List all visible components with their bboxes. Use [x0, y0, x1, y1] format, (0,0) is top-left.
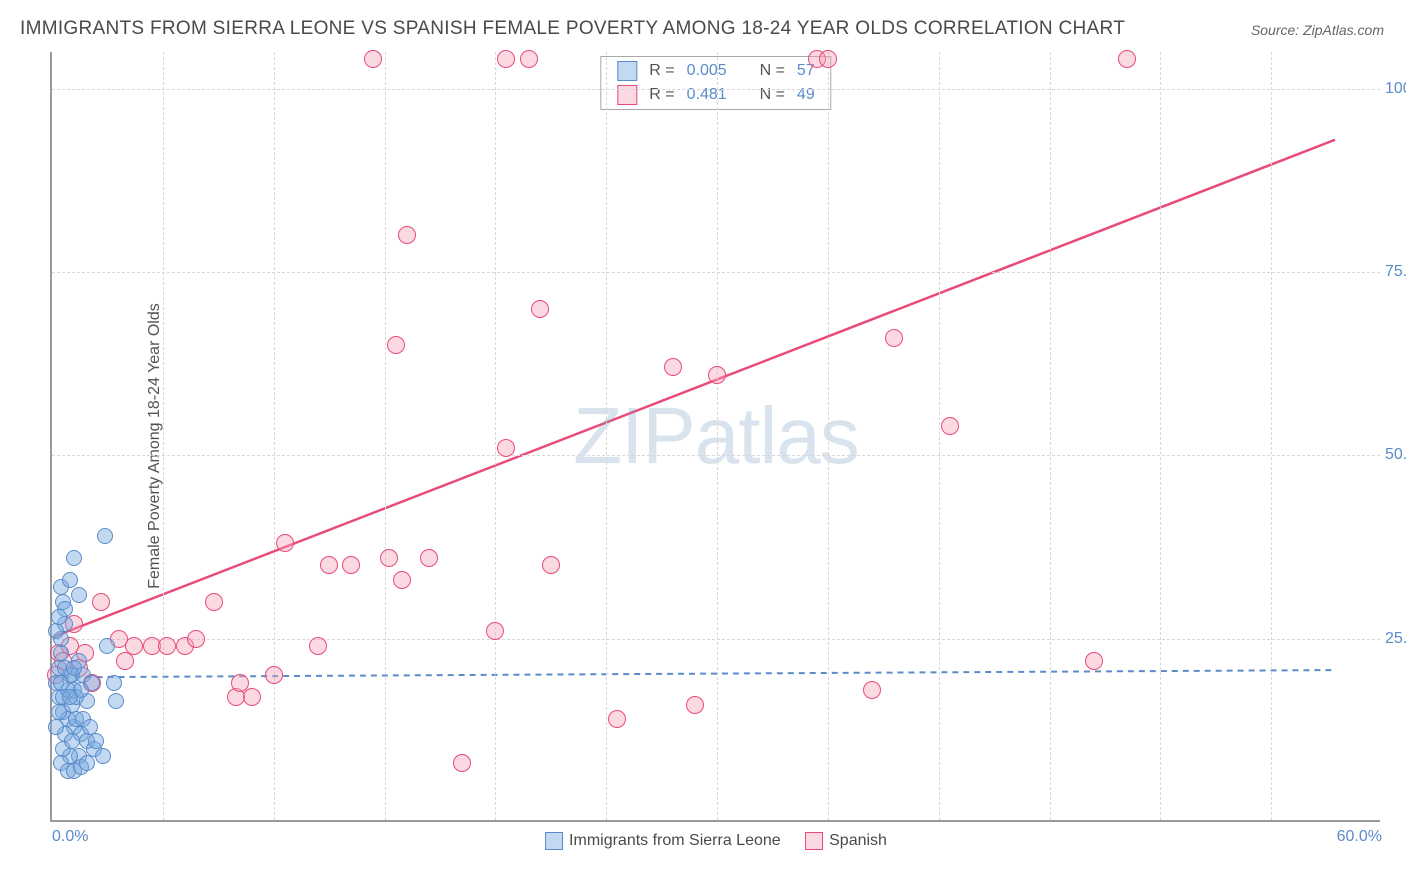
data-point-pink [453, 754, 471, 772]
data-point-pink [342, 556, 360, 574]
source-label: Source: ZipAtlas.com [1251, 22, 1384, 38]
n-label: N = [754, 83, 791, 107]
data-point-blue [66, 660, 82, 676]
xtick-label: 60.0% [1337, 828, 1382, 846]
legend-swatch-blue [617, 61, 637, 81]
n-value-pink: 49 [791, 83, 821, 107]
legend-series: Immigrants from Sierra Leone Spanish [535, 832, 897, 850]
data-point-pink [497, 439, 515, 457]
legend-correlation-box: R = 0.005 N = 57 R = 0.481 N = 49 [600, 56, 831, 110]
data-point-pink [387, 336, 405, 354]
data-point-blue [79, 755, 95, 771]
gridline-v [717, 52, 718, 820]
data-point-pink [320, 556, 338, 574]
data-point-blue [88, 733, 104, 749]
data-point-pink [187, 630, 205, 648]
gridline-h [52, 455, 1380, 456]
data-point-pink [885, 329, 903, 347]
ytick-label: 75.0% [1385, 263, 1406, 281]
legend-label-blue: Immigrants from Sierra Leone [569, 832, 781, 849]
data-point-blue [51, 609, 67, 625]
data-point-blue [48, 719, 64, 735]
n-label: N = [754, 59, 791, 83]
gridline-v [495, 52, 496, 820]
gridline-v [939, 52, 940, 820]
gridline-v [163, 52, 164, 820]
data-point-blue [48, 623, 64, 639]
trend-line-pink [53, 140, 1335, 637]
data-point-pink [92, 593, 110, 611]
watermark: ZIPatlas [573, 390, 858, 482]
data-point-pink [497, 50, 515, 68]
legend-label-pink: Spanish [829, 832, 887, 849]
data-point-blue [71, 587, 87, 603]
data-point-pink [243, 688, 261, 706]
ytick-label: 50.0% [1385, 446, 1406, 464]
gridline-v [274, 52, 275, 820]
legend-swatch-icon [805, 832, 823, 850]
data-point-pink [276, 534, 294, 552]
data-point-pink [708, 366, 726, 384]
gridline-h [52, 272, 1380, 273]
gridline-v [385, 52, 386, 820]
data-point-blue [95, 748, 111, 764]
data-point-blue [53, 675, 69, 691]
r-label: R = [643, 59, 680, 83]
gridline-v [606, 52, 607, 820]
data-point-blue [66, 550, 82, 566]
data-point-pink [941, 417, 959, 435]
data-point-pink [486, 622, 504, 640]
data-point-blue [82, 719, 98, 735]
data-point-pink [664, 358, 682, 376]
ytick-label: 100.0% [1385, 80, 1406, 98]
data-point-pink [309, 637, 327, 655]
data-point-pink [863, 681, 881, 699]
xtick-label: 0.0% [52, 828, 88, 846]
data-point-pink [265, 666, 283, 684]
data-point-blue [99, 638, 115, 654]
gridline-v [1271, 52, 1272, 820]
data-point-pink [520, 50, 538, 68]
data-point-pink [158, 637, 176, 655]
r-value-blue: 0.005 [681, 59, 733, 83]
data-point-pink [1118, 50, 1136, 68]
data-point-pink [205, 593, 223, 611]
data-point-pink [531, 300, 549, 318]
data-point-pink [125, 637, 143, 655]
plot-area: ZIPatlas R = 0.005 N = 57 R = 0.481 N [50, 52, 1380, 822]
data-point-blue [97, 528, 113, 544]
watermark-atlas: atlas [695, 391, 859, 480]
watermark-zip: ZIP [573, 391, 694, 480]
data-point-pink [686, 696, 704, 714]
data-point-pink [380, 549, 398, 567]
data-point-pink [398, 226, 416, 244]
r-value-pink: 0.481 [681, 83, 733, 107]
data-point-blue [108, 693, 124, 709]
legend-swatch-icon [545, 832, 563, 850]
legend-row-blue: R = 0.005 N = 57 [611, 59, 820, 83]
data-point-pink [364, 50, 382, 68]
legend-item-blue: Immigrants from Sierra Leone [545, 832, 781, 850]
data-point-pink [608, 710, 626, 728]
gridline-h [52, 89, 1380, 90]
gridline-v [1160, 52, 1161, 820]
data-point-blue [64, 733, 80, 749]
gridline-h [52, 639, 1380, 640]
data-point-blue [62, 572, 78, 588]
data-point-pink [420, 549, 438, 567]
gridline-v [828, 52, 829, 820]
legend-row-pink: R = 0.481 N = 49 [611, 83, 820, 107]
gridline-v [1050, 52, 1051, 820]
data-point-blue [53, 645, 69, 661]
data-point-blue [106, 675, 122, 691]
ytick-label: 25.0% [1385, 630, 1406, 648]
legend-item-pink: Spanish [805, 832, 887, 850]
data-point-blue [62, 689, 78, 705]
data-point-pink [1085, 652, 1103, 670]
r-label: R = [643, 83, 680, 107]
chart-title: IMMIGRANTS FROM SIERRA LEONE VS SPANISH … [20, 18, 1125, 40]
data-point-pink [542, 556, 560, 574]
data-point-pink [819, 50, 837, 68]
data-point-pink [393, 571, 411, 589]
